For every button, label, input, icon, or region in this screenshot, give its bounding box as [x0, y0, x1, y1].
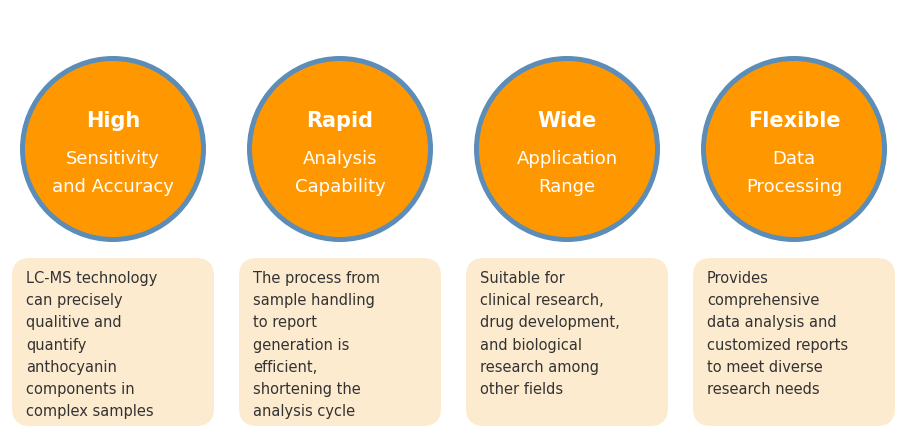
Text: Wide: Wide [537, 111, 597, 131]
Circle shape [706, 61, 882, 237]
Text: Data: Data [773, 150, 815, 168]
Text: LC-MS technology
can precisely
qualitive and
quantify
anthocyanin
components in
: LC-MS technology can precisely qualitive… [26, 271, 158, 419]
FancyBboxPatch shape [12, 258, 214, 426]
Circle shape [479, 61, 655, 237]
Circle shape [25, 61, 201, 237]
FancyBboxPatch shape [466, 258, 668, 426]
Circle shape [20, 56, 206, 242]
Text: Provides
comprehensive
data analysis and
customized reports
to meet diverse
rese: Provides comprehensive data analysis and… [707, 271, 848, 397]
Text: Rapid: Rapid [307, 111, 374, 131]
Circle shape [247, 56, 433, 242]
Circle shape [252, 61, 428, 237]
FancyBboxPatch shape [693, 258, 895, 426]
Text: and Accuracy: and Accuracy [52, 178, 174, 196]
Text: Sensitivity: Sensitivity [66, 150, 160, 168]
Text: Application: Application [516, 150, 618, 168]
FancyBboxPatch shape [239, 258, 441, 426]
Circle shape [701, 56, 887, 242]
Text: The process from
sample handling
to report
generation is
efficient,
shortening t: The process from sample handling to repo… [253, 271, 380, 419]
Circle shape [474, 56, 660, 242]
Text: Flexible: Flexible [747, 111, 840, 131]
Text: High: High [86, 111, 140, 131]
Text: Analysis: Analysis [303, 150, 377, 168]
Text: Range: Range [539, 178, 596, 196]
Text: Suitable for
clinical research,
drug development,
and biological
research among
: Suitable for clinical research, drug dev… [480, 271, 619, 397]
Text: Processing: Processing [746, 178, 842, 196]
Text: Capability: Capability [295, 178, 385, 196]
